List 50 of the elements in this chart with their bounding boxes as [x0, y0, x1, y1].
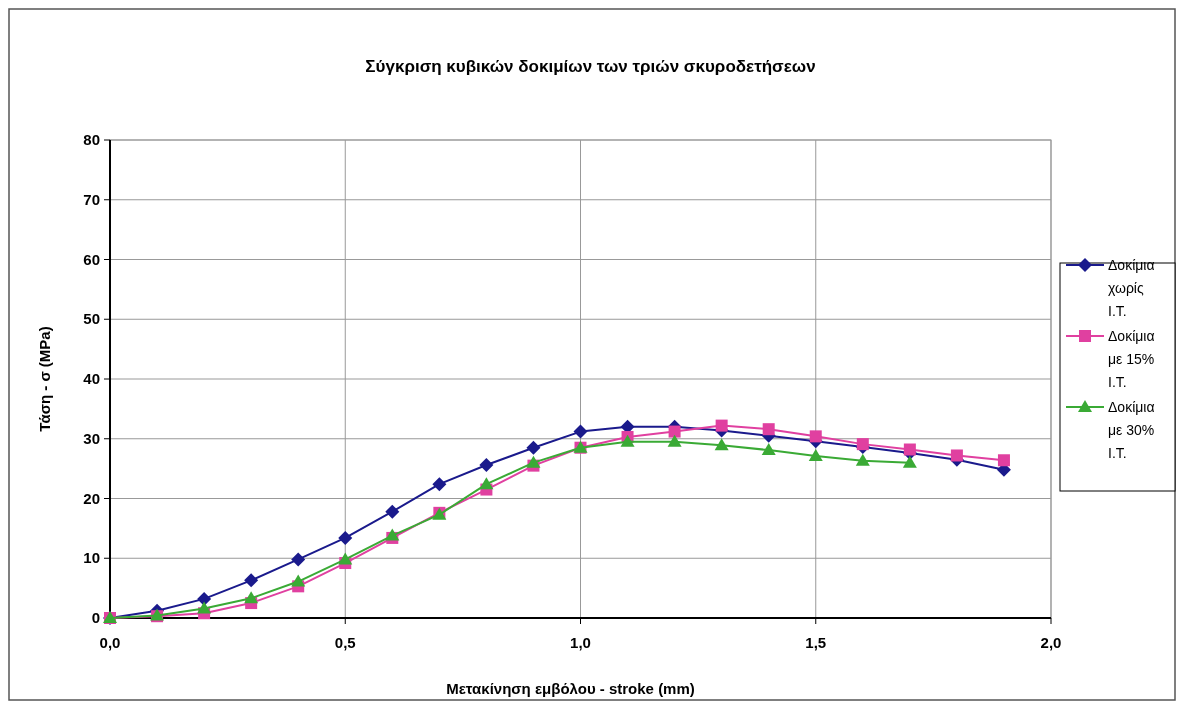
point: [385, 504, 400, 519]
point: [714, 438, 729, 451]
x-tick-label: 0,5: [334, 634, 356, 651]
legend-label: Δοκίμια με 15% Ι.Τ.: [1108, 328, 1155, 390]
point: [761, 443, 776, 456]
point: [950, 449, 963, 462]
point: [855, 453, 870, 466]
y-tick-label: 30: [83, 429, 100, 447]
x-axis-title: Μετακίνηση εμβόλου - stroke (mm): [446, 680, 695, 697]
chart-title: Σύγκριση κυβικών δοκιμίων των τριών σκυροδετήσεων: [365, 57, 816, 76]
point: [197, 601, 212, 614]
point: [620, 434, 635, 447]
y-tick-label: 20: [83, 489, 100, 507]
point: [573, 424, 588, 439]
point: [902, 455, 917, 468]
point: [668, 425, 681, 438]
point: [715, 419, 728, 432]
point: [291, 552, 306, 567]
point: [244, 591, 259, 604]
point: [432, 477, 447, 492]
point: [479, 458, 494, 473]
legend-label: Δοκίμια χωρίς Ι.Τ.: [1108, 257, 1155, 319]
point: [808, 449, 823, 462]
point: [338, 552, 353, 565]
point: [762, 423, 775, 436]
y-tick-label: 50: [83, 310, 100, 328]
point: [903, 443, 916, 456]
point: [197, 591, 212, 606]
y-tick-label: 10: [83, 549, 100, 567]
y-tick-label: 70: [83, 190, 100, 208]
y-tick-label: 0: [91, 609, 100, 626]
x-tick-label: 0,0: [99, 634, 121, 651]
x-tick-label: 1,0: [570, 634, 591, 651]
point: [338, 530, 353, 545]
point: [997, 454, 1010, 467]
legend-label: Δοκίμια με 30% Ι.Τ.: [1108, 399, 1155, 461]
point: [291, 574, 306, 587]
x-tick-label: 1,5: [805, 634, 827, 651]
y-tick-label: 60: [83, 250, 100, 268]
y-axis-title: Τάση - σ (MPa): [36, 326, 53, 432]
point: [856, 438, 869, 451]
point: [479, 477, 494, 490]
y-tick-label: 80: [83, 131, 100, 148]
point: [667, 434, 682, 447]
point: [526, 455, 541, 468]
y-tick-label: 40: [83, 370, 100, 387]
point: [809, 430, 822, 443]
x-tick-label: 2,0: [1040, 634, 1062, 651]
point: [526, 440, 541, 455]
point: [244, 573, 259, 588]
